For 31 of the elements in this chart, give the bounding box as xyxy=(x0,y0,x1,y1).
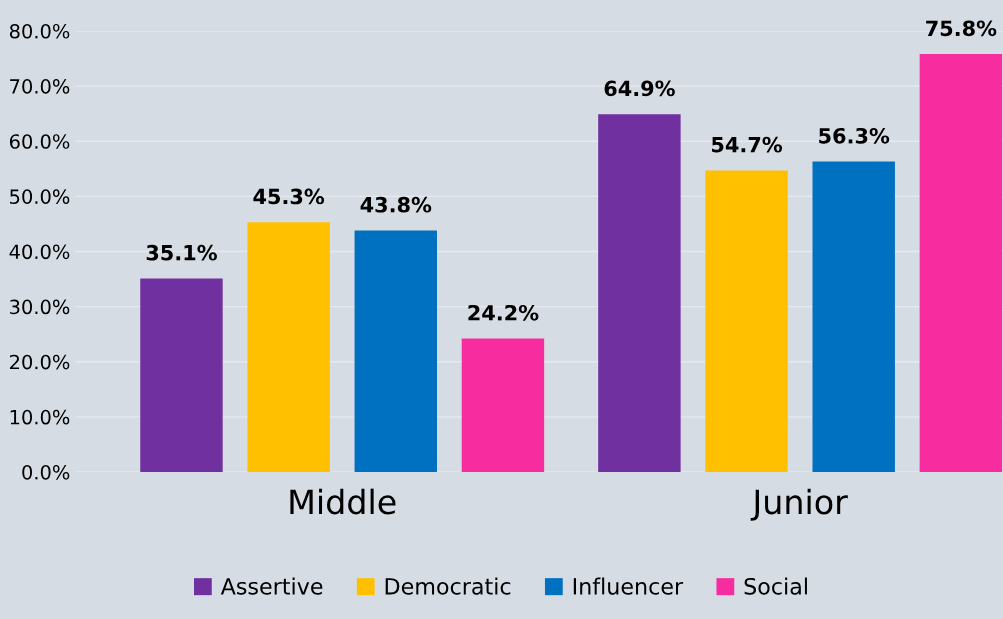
y-tick-label: 10.0% xyxy=(10,409,70,425)
y-tick-label: 20.0% xyxy=(10,354,70,370)
text: 64.9% xyxy=(604,80,675,97)
bar xyxy=(247,222,330,472)
x-tick-label: Junior xyxy=(750,488,848,521)
y-tick-label: 60.0% xyxy=(9,134,70,149)
text: 45.3% xyxy=(253,188,325,205)
y-tick-label: 0.0% xyxy=(22,464,70,480)
text: 54.7% xyxy=(712,136,783,153)
bar xyxy=(354,230,437,472)
bar xyxy=(919,54,1003,472)
y-tick-label: 50.0% xyxy=(10,189,70,204)
y-tick-label: 80.0% xyxy=(9,23,70,39)
text: 24.2% xyxy=(468,304,539,321)
y-tick-label: 70.0% xyxy=(10,79,70,94)
legend-label: Social xyxy=(744,577,807,595)
text: 75.8% xyxy=(926,20,997,37)
legend-label: Democratic xyxy=(385,577,511,595)
bar xyxy=(140,278,223,472)
bar xyxy=(598,114,681,472)
legend-label: Influencer xyxy=(573,577,684,595)
x-tick-label: Middle xyxy=(290,488,396,515)
text: 43.8% xyxy=(360,196,432,213)
legend-label: Assertive xyxy=(220,577,323,595)
bar xyxy=(812,161,895,472)
y-tick-label: 30.0% xyxy=(10,299,70,315)
bar xyxy=(705,170,788,472)
bar xyxy=(461,338,545,472)
text: 56.3% xyxy=(819,127,890,144)
text: 35.1% xyxy=(146,244,217,261)
y-tick-label: 40.0% xyxy=(9,244,70,260)
